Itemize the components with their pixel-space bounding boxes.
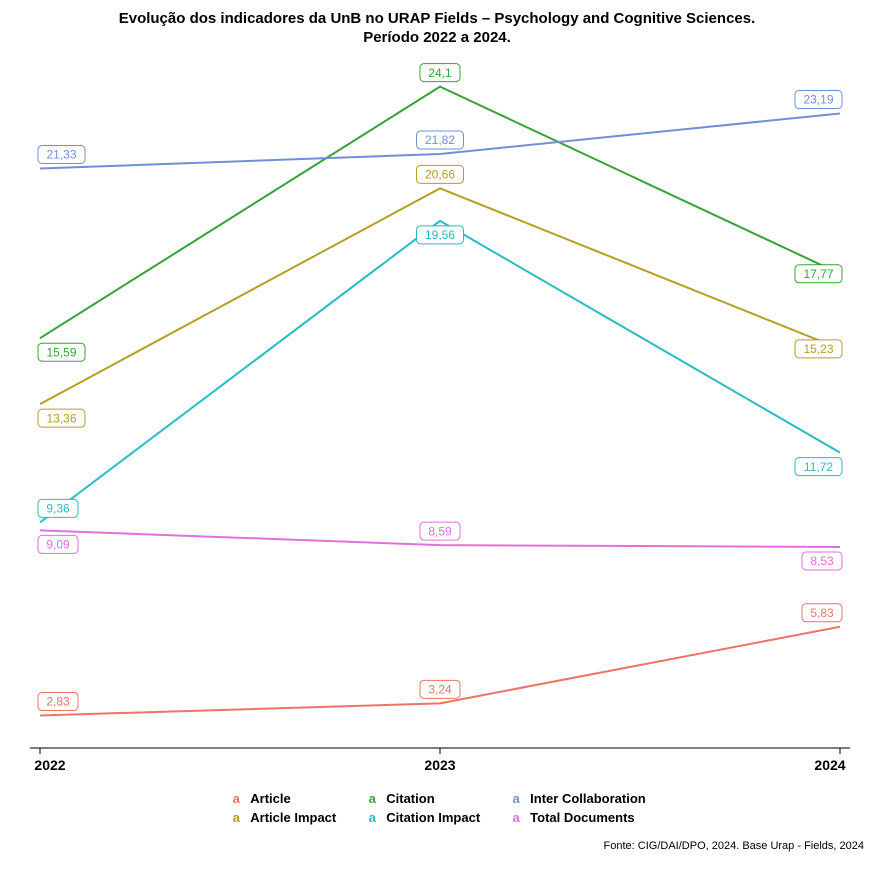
svg-text:20,66: 20,66 <box>425 167 455 181</box>
svg-text:11,72: 11,72 <box>804 460 833 474</box>
value-label: 2,83 <box>38 692 78 710</box>
value-label: 9,09 <box>38 535 78 553</box>
legend-key-glyph: a <box>364 791 380 806</box>
series-line-article <box>40 627 840 716</box>
svg-text:9,36: 9,36 <box>46 502 70 516</box>
svg-text:8,59: 8,59 <box>428 524 452 538</box>
x-axis-tick-label: 2022 <box>34 757 65 773</box>
legend-key-glyph: a <box>364 810 380 825</box>
value-label: 8,53 <box>802 552 842 570</box>
value-label: 20,66 <box>417 165 464 183</box>
chart-title: Evolução dos indicadores da UnB no URAP … <box>0 10 874 48</box>
svg-text:13,36: 13,36 <box>46 411 76 425</box>
legend-label: Inter Collaboration <box>530 791 646 806</box>
legend-item-total_documents: a Total Documents <box>508 810 646 825</box>
legend-label: Article Impact <box>250 810 336 825</box>
legend-key-glyph: a <box>508 791 524 806</box>
svg-text:21,82: 21,82 <box>425 133 455 147</box>
legend-label: Citation <box>386 791 434 806</box>
legend-key-glyph: a <box>508 810 524 825</box>
legend-label: Total Documents <box>530 810 635 825</box>
value-label: 8,59 <box>420 522 460 540</box>
svg-text:3,24: 3,24 <box>428 683 452 697</box>
value-label: 17,77 <box>795 265 842 283</box>
legend-item-article: a Article <box>228 791 336 806</box>
value-label: 13,36 <box>38 409 85 427</box>
svg-text:17,77: 17,77 <box>803 267 833 281</box>
line-chart-svg: 2022 2023 2024 2,83 3,24 5,83 15,59 24,1 17,77 21… <box>0 0 874 780</box>
svg-text:5,83: 5,83 <box>810 606 834 620</box>
svg-text:21,33: 21,33 <box>46 148 76 162</box>
svg-text:2,83: 2,83 <box>46 695 70 709</box>
legend-label: Article <box>250 791 290 806</box>
svg-text:15,23: 15,23 <box>803 342 833 356</box>
value-label: 3,24 <box>420 680 460 698</box>
chart-title-line2: Período 2022 a 2024. <box>363 29 511 46</box>
x-axis-tick-label: 2023 <box>424 757 455 773</box>
value-label: 19,56 <box>417 226 464 244</box>
legend-item-article_impact: a Article Impact <box>228 810 336 825</box>
value-label: 15,59 <box>38 343 85 361</box>
chart-source: Fonte: CIG/DAI/DPO, 2024. Base Urap - Fi… <box>604 840 864 852</box>
legend-item-inter_collab: a Inter Collaboration <box>508 791 646 806</box>
svg-text:15,59: 15,59 <box>46 345 76 359</box>
chart-container: Evolução dos indicadores da UnB no URAP … <box>0 0 874 874</box>
legend-item-citation: a Citation <box>364 791 480 806</box>
value-label: 11,72 <box>795 458 842 476</box>
legend-key-glyph: a <box>228 810 244 825</box>
value-label: 9,36 <box>38 499 78 517</box>
x-axis-tick-label: 2024 <box>814 757 845 773</box>
svg-text:23,19: 23,19 <box>803 93 833 107</box>
series-line-citation_impact <box>40 221 840 523</box>
svg-text:19,56: 19,56 <box>425 228 455 242</box>
chart-title-line1: Evolução dos indicadores da UnB no URAP … <box>119 10 756 27</box>
legend-key-glyph: a <box>228 791 244 806</box>
chart-legend: a Article a Citation a Inter Collaboration a Ar… <box>0 790 874 825</box>
legend-label: Citation Impact <box>386 810 480 825</box>
value-label: 5,83 <box>802 604 842 622</box>
svg-text:9,09: 9,09 <box>46 538 70 552</box>
svg-text:8,53: 8,53 <box>810 554 834 568</box>
svg-text:24,1: 24,1 <box>428 66 452 80</box>
legend-item-citation_impact: a Citation Impact <box>364 810 480 825</box>
value-label: 23,19 <box>795 91 842 109</box>
value-label: 24,1 <box>420 64 460 82</box>
value-label: 15,23 <box>795 340 842 358</box>
value-label: 21,82 <box>417 131 464 149</box>
chart-source-text: Fonte: CIG/DAI/DPO, 2024. Base Urap - Fi… <box>604 840 864 852</box>
value-label: 21,33 <box>38 146 85 164</box>
